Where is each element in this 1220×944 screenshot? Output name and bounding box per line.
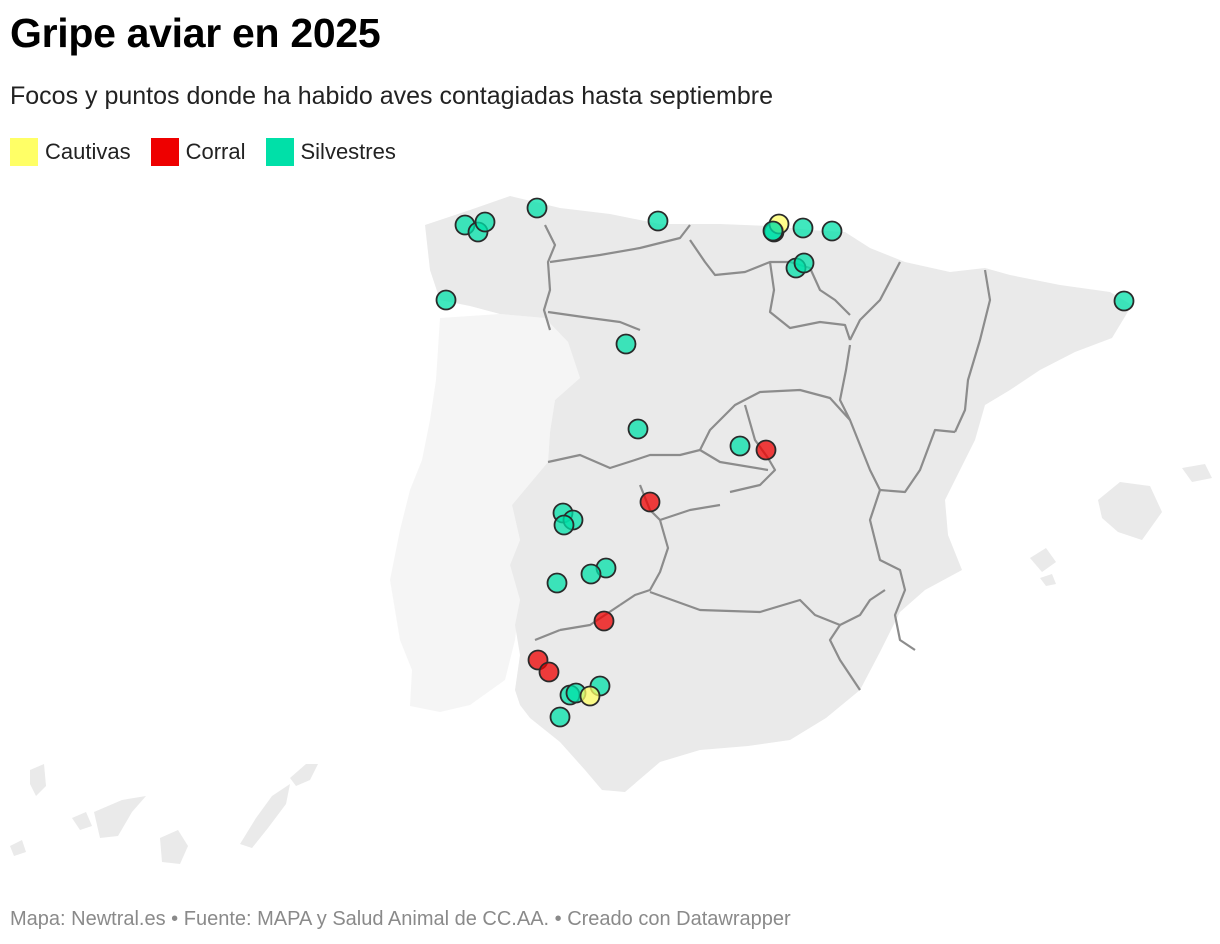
legend-label-silvestres: Silvestres: [300, 139, 396, 164]
island-lanzarote: [290, 764, 318, 786]
marker-cautivas[interactable]: [579, 685, 601, 707]
map-title: Gripe aviar en 2025: [10, 10, 381, 56]
marker-silvestres[interactable]: [474, 211, 496, 233]
island-tenerife: [94, 796, 146, 838]
marker-corral[interactable]: [639, 491, 661, 513]
marker-silvestres[interactable]: [647, 210, 669, 232]
island-el-hierro: [10, 840, 26, 856]
island-fuerteventura: [240, 784, 290, 848]
island-formentera: [1040, 574, 1056, 586]
spain-mainland: [425, 196, 1132, 792]
marker-silvestres[interactable]: [1113, 290, 1135, 312]
legend-label-cautivas: Cautivas: [45, 139, 131, 164]
marker-silvestres[interactable]: [526, 197, 548, 219]
marker-corral[interactable]: [593, 610, 615, 632]
marker-corral[interactable]: [538, 661, 560, 683]
marker-silvestres[interactable]: [615, 333, 637, 355]
marker-silvestres[interactable]: [792, 217, 814, 239]
island-la-palma: [30, 764, 46, 796]
marker-silvestres[interactable]: [580, 563, 602, 585]
legend-swatch-cautivas: [10, 138, 38, 166]
legend: Cautivas Corral Silvestres: [10, 138, 396, 166]
spain-map: [10, 196, 1212, 864]
marker-silvestres[interactable]: [553, 514, 575, 536]
marker-silvestres[interactable]: [762, 220, 784, 242]
marker-silvestres[interactable]: [793, 252, 815, 274]
marker-silvestres[interactable]: [729, 435, 751, 457]
island-menorca: [1182, 464, 1212, 482]
legend-label-corral: Corral: [185, 139, 246, 164]
island-la-gomera: [72, 812, 92, 830]
community-borders: [534, 224, 992, 691]
island-ibiza: [1030, 548, 1056, 572]
legend-item-cautivas: Cautivas: [10, 138, 131, 166]
legend-swatch-corral: [150, 138, 179, 166]
legend-item-corral: Corral: [150, 138, 246, 166]
legend-item-silvestres: Silvestres: [265, 138, 396, 166]
marker-silvestres[interactable]: [821, 220, 843, 242]
legend-swatch-silvestres: [265, 138, 294, 166]
markers: [435, 197, 1135, 728]
map-subtitle: Focos y puntos donde ha habido aves cont…: [10, 82, 774, 110]
island-mallorca: [1098, 482, 1162, 540]
marker-silvestres[interactable]: [549, 706, 571, 728]
island-gran-canaria: [160, 830, 188, 864]
marker-silvestres[interactable]: [435, 289, 457, 311]
marker-silvestres[interactable]: [627, 418, 649, 440]
source-credit: Mapa: Newtral.es • Fuente: MAPA y Salud …: [10, 908, 791, 930]
portugal-land: [390, 314, 580, 712]
marker-silvestres[interactable]: [546, 572, 568, 594]
marker-corral[interactable]: [755, 439, 777, 461]
